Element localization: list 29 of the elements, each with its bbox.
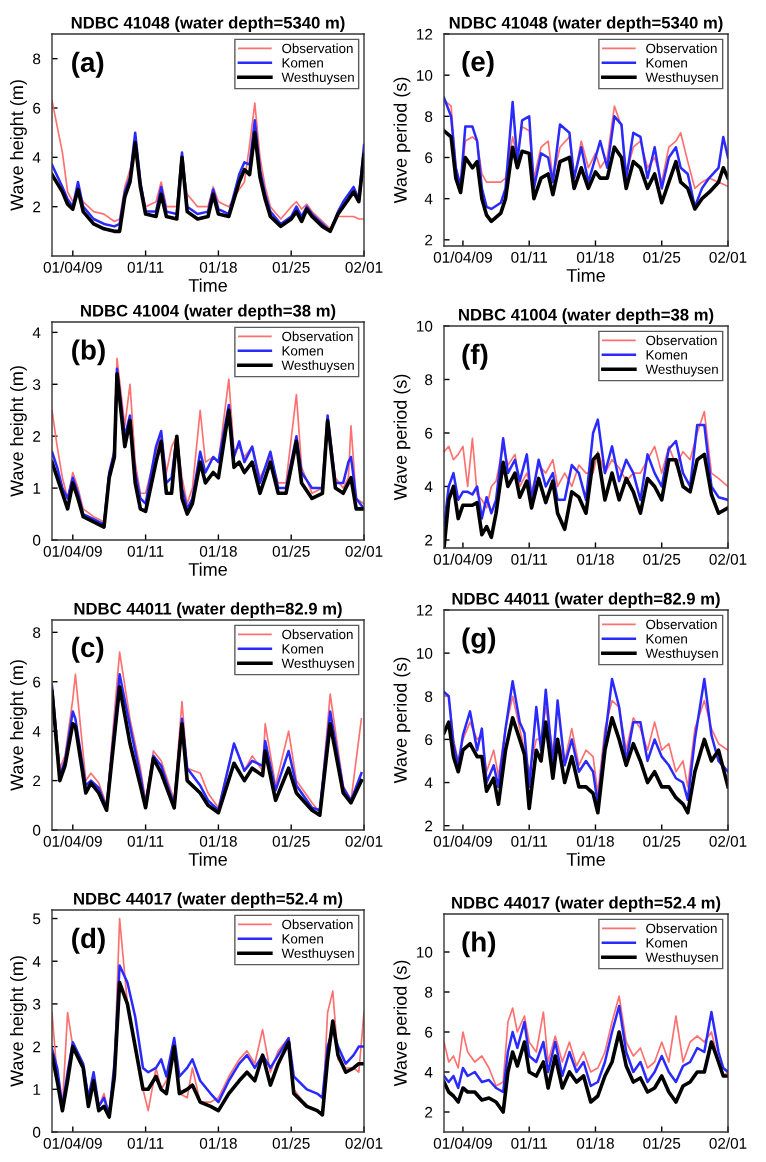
chart-title: NDBC 41004 (water depth=38 m) bbox=[459, 308, 714, 324]
chart-title: NDBC 44017 (water depth=52.4 m) bbox=[452, 896, 721, 912]
chart-title: NDBC 41004 (water depth=38 m) bbox=[81, 304, 336, 320]
y-axis-title: Wave height (m) bbox=[10, 80, 27, 211]
y-axis-title: Wave period (s) bbox=[393, 657, 411, 784]
x-axis-title: Time bbox=[188, 852, 227, 866]
y-axis-title: Wave height (m) bbox=[10, 660, 27, 791]
chart-title: NDBC 41048 (water depth=5340 m) bbox=[449, 16, 723, 32]
annotation: (b) bbox=[72, 339, 105, 366]
y-axis-title: Wave period (s) bbox=[393, 960, 411, 1087]
annotation: (h) bbox=[462, 931, 496, 958]
annotation: (c) bbox=[72, 636, 104, 663]
y-axis-title: Wave height (m) bbox=[10, 956, 27, 1087]
chart-title: NDBC 44011 (water depth=82.9 m) bbox=[74, 602, 342, 618]
chart-title: NDBC 44011 (water depth=82.9 m) bbox=[452, 592, 720, 608]
y-axis-title: Wave period (s) bbox=[393, 77, 411, 204]
annotation: (g) bbox=[462, 627, 496, 654]
chart-title: NDBC 44017 (water depth=52.4 m) bbox=[74, 892, 343, 908]
annotation: (e) bbox=[462, 50, 494, 77]
annotation: (f) bbox=[462, 343, 488, 370]
x-axis-title: Time bbox=[566, 268, 605, 282]
chart-title: NDBC 41048 (water depth=5340 m) bbox=[71, 16, 345, 32]
annotation: (d) bbox=[72, 927, 105, 954]
annotation: (a) bbox=[72, 51, 104, 78]
x-axis-title: Time bbox=[566, 852, 605, 866]
x-axis-title: Time bbox=[188, 278, 227, 292]
y-axis-title: Wave period (s) bbox=[393, 374, 411, 501]
x-axis-title: Time bbox=[188, 562, 227, 576]
y-axis-title: Wave height (m) bbox=[10, 366, 27, 497]
